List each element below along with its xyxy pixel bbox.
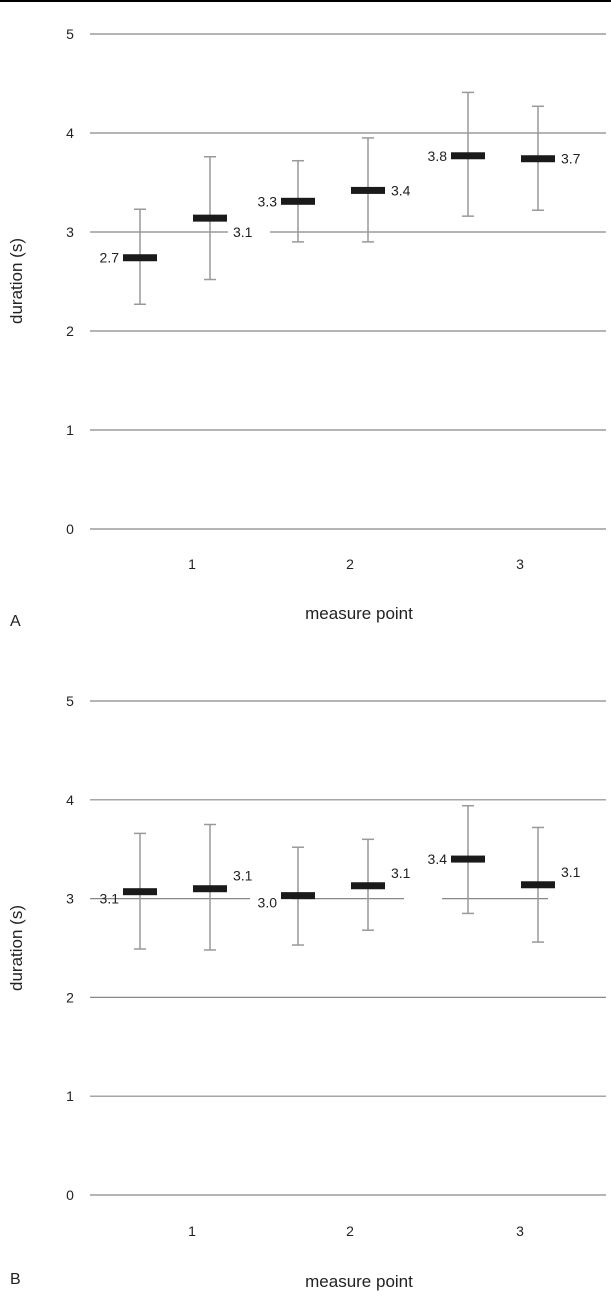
data-point-3: 3.3: [258, 159, 315, 243]
y-tick-label-2: 2: [66, 989, 74, 1005]
mean-marker: [123, 254, 157, 262]
y-tick-label-4: 4: [66, 792, 74, 808]
data-point-2: 3.1: [193, 823, 253, 951]
mean-marker: [521, 881, 555, 889]
data-point-1: 3.1: [100, 832, 157, 950]
x-tick-label-1: 1: [188, 1223, 196, 1239]
x-axis-title: measure point: [305, 604, 413, 623]
panel-label: B: [10, 1271, 21, 1288]
y-tick-label-1: 1: [66, 1088, 74, 1104]
data-label: 3.4: [391, 182, 411, 198]
data-label: 3.1: [391, 865, 411, 881]
x-tick-label-2: 2: [346, 1223, 354, 1239]
data-label: 3.0: [258, 895, 278, 911]
y-tick-label-1: 1: [66, 422, 74, 438]
data-label: 3.7: [561, 151, 581, 167]
mean-marker: [193, 885, 227, 893]
data-point-4: 3.4: [351, 137, 411, 243]
mean-marker: [123, 888, 157, 896]
data-point-5: 3.4: [428, 804, 485, 915]
mean-marker: [351, 882, 385, 890]
mean-marker: [281, 197, 315, 205]
y-tick-label-4: 4: [66, 125, 74, 141]
data-point-5: 3.8: [428, 91, 485, 217]
mean-marker: [351, 186, 385, 194]
x-tick-label-1: 1: [188, 556, 196, 572]
data-label: 3.1: [233, 224, 253, 240]
data-label: 2.7: [100, 250, 120, 266]
data-label: 3.1: [233, 868, 253, 884]
y-axis-title: duration (s): [7, 238, 26, 324]
mean-marker: [451, 855, 485, 863]
x-tick-label-3: 3: [516, 556, 524, 572]
data-label: 3.8: [428, 148, 448, 164]
y-tick-label-3: 3: [66, 224, 74, 240]
chart-panel-a: 0 1 2 3 4 5 1 2 3 measure point duration (s) A 2.7 3.…: [7, 26, 606, 630]
y-tick-label-5: 5: [66, 26, 74, 42]
mean-marker: [521, 155, 555, 163]
data-point-1: 2.7: [100, 208, 157, 306]
mean-marker: [281, 892, 315, 900]
y-tick-label-0: 0: [66, 521, 74, 537]
x-axis-title: measure point: [305, 1272, 413, 1291]
y-tick-label-0: 0: [66, 1187, 74, 1203]
data-label: 3.4: [428, 851, 448, 867]
panel-label: A: [10, 613, 21, 630]
data-point-3: 3.0: [258, 846, 315, 946]
data-label: 3.3: [258, 193, 278, 209]
data-point-6: 3.1: [521, 826, 581, 943]
top-border: [0, 0, 611, 2]
x-tick-label-2: 2: [346, 556, 354, 572]
y-tick-label-2: 2: [66, 323, 74, 339]
data-label: 3.1: [561, 864, 581, 880]
y-tick-label-3: 3: [66, 891, 74, 907]
chart-panel-b: 0 1 2 3 4 5 1 2 3 measure point duration (s) B 3.1 3.…: [7, 693, 606, 1291]
data-point-6: 3.7: [521, 105, 581, 211]
y-tick-label-5: 5: [66, 693, 74, 709]
x-tick-label-3: 3: [516, 1223, 524, 1239]
mean-marker: [193, 214, 227, 222]
data-point-2: 3.1: [193, 156, 253, 281]
data-label: 3.1: [100, 891, 120, 907]
data-point-4: 3.1: [351, 838, 411, 931]
y-axis-title: duration (s): [7, 905, 26, 991]
mean-marker: [451, 152, 485, 160]
